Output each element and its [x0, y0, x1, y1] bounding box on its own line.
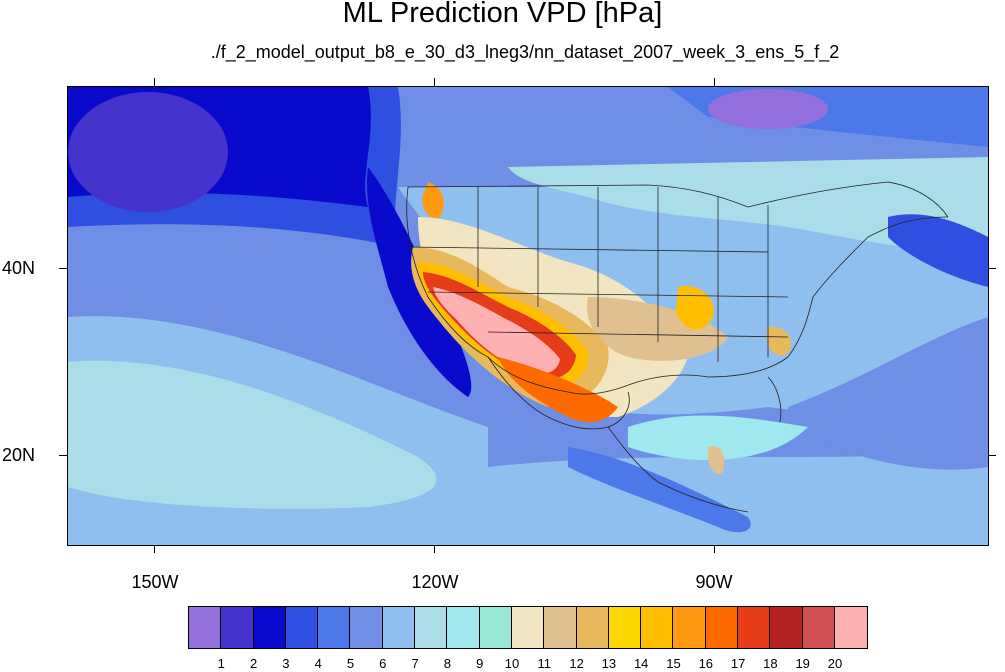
colorbar-swatch: [544, 607, 577, 648]
colorbar-label: 6: [379, 656, 387, 671]
field-atlantic: [788, 317, 988, 470]
colorbar-label: 16: [698, 656, 714, 671]
plot-subtitle: ./f_2_model_output_b8_e_30_d3_lneg3/nn_d…: [210, 42, 840, 62]
colorbar-label: 8: [443, 656, 452, 671]
colorbar-label: 14: [633, 656, 649, 671]
colorbar-swatch: [673, 607, 706, 648]
lat-label-20n: 20N: [2, 445, 36, 465]
colorbar-swatch: [253, 607, 286, 648]
colorbar-swatch: [285, 607, 319, 648]
colorbar-swatch: [738, 607, 771, 648]
colorbar-label: 19: [795, 656, 810, 671]
lat-label-40n: 40N: [2, 258, 36, 278]
field-southwest-20: [433, 287, 560, 375]
colorbar-label: 11: [537, 656, 552, 671]
colorbar-label: 5: [346, 656, 355, 671]
colorbar-swatch: [350, 607, 383, 648]
field-caribbean-dry: [707, 445, 725, 475]
field-pacnw-dry: [422, 182, 444, 219]
colorbar-label: 13: [601, 656, 617, 671]
field-gulf-moist: [628, 415, 808, 461]
colorbar-label: 1: [217, 656, 225, 671]
colorbar-swatch: [221, 607, 254, 648]
frame-tick: [988, 455, 996, 456]
colorbar-label: 3: [282, 656, 290, 671]
colorbar-swatch: [511, 607, 545, 648]
plot-title: ML Prediction VPD [hPa]: [342, 0, 663, 29]
colorbar-label: 20: [827, 656, 843, 671]
frame-tick: [59, 268, 67, 269]
colorbar-label: 9: [476, 656, 484, 671]
colorbar-swatch: [641, 607, 674, 648]
frame-tick: [434, 545, 435, 553]
lon-label-120w: 120W: [411, 572, 459, 592]
frame-tick: [988, 268, 996, 269]
colorbar-label: 4: [314, 656, 322, 671]
colorbar-swatch: [189, 607, 222, 648]
colorbar-label: 15: [666, 656, 681, 671]
vpd-map: [67, 86, 989, 546]
frame-tick: [434, 78, 435, 86]
field-southeast-dry: [766, 326, 792, 356]
frame-tick: [714, 545, 715, 553]
colorbar-swatch: [415, 607, 448, 648]
colorbar-swatch: [382, 607, 416, 648]
field-hudson-low: [708, 89, 828, 129]
colorbar-swatch: [576, 607, 609, 648]
colorbar-label: 2: [249, 656, 258, 671]
field-mexico-dry: [498, 357, 618, 423]
lon-label-150w: 150W: [131, 572, 179, 592]
field-central-dry: [676, 286, 714, 330]
lon-label-90w: 90W: [695, 572, 733, 592]
colorbar-swatch: [479, 607, 512, 648]
colorbar-label: 10: [504, 656, 520, 671]
colorbar-swatch: [608, 607, 642, 648]
frame-tick: [154, 78, 155, 86]
colorbar-swatch: [318, 607, 351, 648]
field-northeast-low: [888, 214, 988, 287]
frame-tick: [154, 545, 155, 553]
colorbar-label: 12: [569, 656, 584, 671]
colorbar-label: 17: [730, 656, 746, 671]
frame-tick: [59, 455, 67, 456]
colorbar: [188, 606, 869, 649]
vpd-field: [68, 87, 988, 545]
colorbar-swatch: [834, 607, 868, 648]
field-land-wet: [508, 157, 988, 250]
field-plains-dry: [587, 297, 728, 361]
colorbar-swatch: [447, 607, 480, 648]
field-central-america: [568, 447, 751, 533]
colorbar-label: 7: [411, 656, 419, 671]
frame-tick: [714, 78, 715, 86]
colorbar-swatch: [802, 607, 835, 648]
map-borders: [406, 181, 949, 513]
colorbar-swatch: [705, 607, 739, 648]
colorbar-label: 18: [763, 656, 778, 671]
field-pacific-low: [68, 92, 228, 212]
colorbar-swatch: [770, 607, 803, 648]
field-subtropical-inner: [68, 360, 437, 509]
